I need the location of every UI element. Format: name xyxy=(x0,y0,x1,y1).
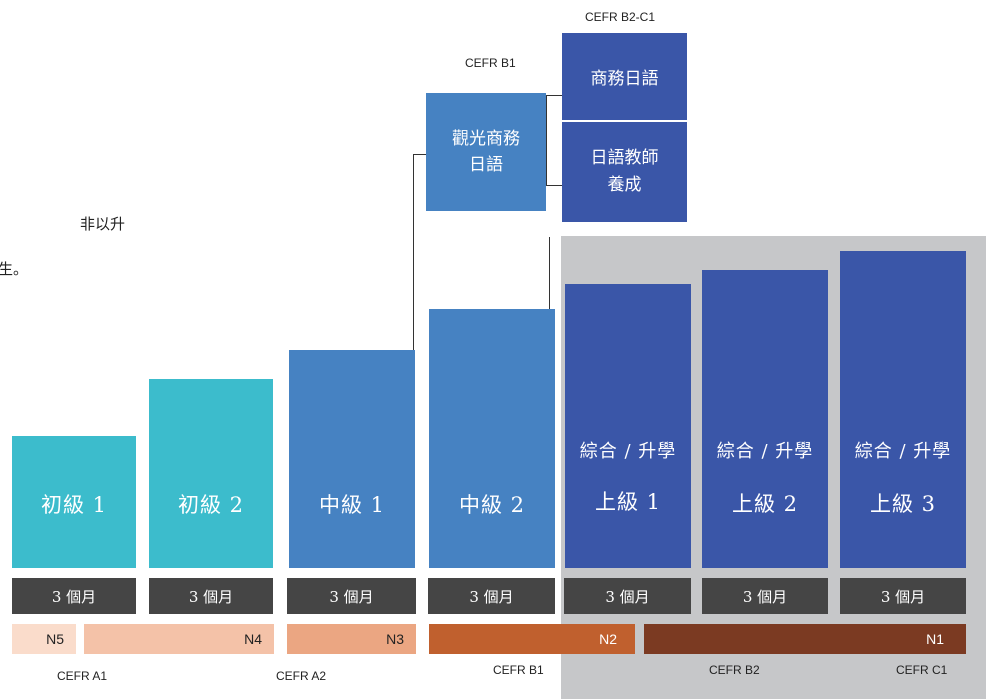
connector-n2-to-teacher xyxy=(549,237,550,309)
teacher-line-1: 日語教師 xyxy=(590,148,659,168)
duration-beginner-2: 3 個月 xyxy=(149,578,273,614)
level-name: 中級 1 xyxy=(318,493,386,517)
connector-tourism-to-business-vertical xyxy=(546,95,547,185)
level-intermediate-2: 中級 2 xyxy=(429,309,555,568)
business-japanese-box: 商務日語 xyxy=(562,33,687,120)
level-track: 綜合 / 升學 xyxy=(716,441,814,462)
connector-tourism-to-teacher xyxy=(546,185,562,186)
cefr-b1-label: CEFR B1 xyxy=(493,663,544,677)
duration-beginner-1: 3 個月 xyxy=(12,578,136,614)
teacher-line-2: 養成 xyxy=(607,175,642,195)
level-track: 綜合 / 升學 xyxy=(854,441,952,462)
jlpt-n4: N4 xyxy=(84,624,274,654)
duration-advanced-2: 3 個月 xyxy=(702,578,828,614)
level-advanced-1: 綜合 / 升學 上級 1 xyxy=(565,284,691,568)
intro-text-fragment-1: 非以升 xyxy=(80,215,126,233)
duration-advanced-1: 3 個月 xyxy=(564,578,691,614)
level-intermediate-1: 中級 1 xyxy=(289,350,415,568)
level-track: 綜合 / 升學 xyxy=(579,441,677,462)
business-label: 商務日語 xyxy=(590,69,659,89)
tourism-business-japanese-box: 觀光商務 日語 xyxy=(426,93,546,211)
jlpt-n1: N1 xyxy=(644,624,966,654)
connector-n1-to-tourism-vertical xyxy=(413,154,414,350)
intro-text-fragment-2: 生。 xyxy=(0,260,29,278)
tourism-line-1: 觀光商務 xyxy=(452,129,520,149)
level-name: 中級 2 xyxy=(458,493,526,517)
level-name: 初級 2 xyxy=(177,493,245,517)
level-advanced-2: 綜合 / 升學 上級 2 xyxy=(702,270,828,568)
duration-intermediate-2: 3 個月 xyxy=(428,578,555,614)
connector-n1-to-tourism-horizontal xyxy=(413,154,427,155)
duration-advanced-3: 3 個月 xyxy=(840,578,966,614)
level-name: 初級 1 xyxy=(40,493,108,517)
teacher-training-box: 日語教師 養成 xyxy=(562,122,687,222)
cefr-a1-label: CEFR A1 xyxy=(57,669,108,683)
cefr-a2-label: CEFR A2 xyxy=(276,669,327,683)
connector-tourism-to-business-top xyxy=(546,95,562,96)
level-name: 上級 3 xyxy=(869,492,937,516)
level-beginner-2: 初級 2 xyxy=(149,379,273,568)
jlpt-n3: N3 xyxy=(287,624,416,654)
level-advanced-3: 綜合 / 升學 上級 3 xyxy=(840,251,966,568)
jlpt-n5: N5 xyxy=(12,624,76,654)
duration-intermediate-1: 3 個月 xyxy=(287,578,416,614)
business-cefr-label: CEFR B2-C1 xyxy=(585,10,656,24)
level-name: 上級 2 xyxy=(731,492,799,516)
cefr-c1-label: CEFR C1 xyxy=(896,663,948,677)
cefr-b2-label: CEFR B2 xyxy=(709,663,760,677)
tourism-line-2: 日語 xyxy=(469,155,503,175)
tourism-cefr-label: CEFR B1 xyxy=(465,56,516,70)
level-name: 上級 1 xyxy=(594,490,662,514)
level-beginner-1: 初級 1 xyxy=(12,436,136,568)
jlpt-n2: N2 xyxy=(429,624,635,654)
